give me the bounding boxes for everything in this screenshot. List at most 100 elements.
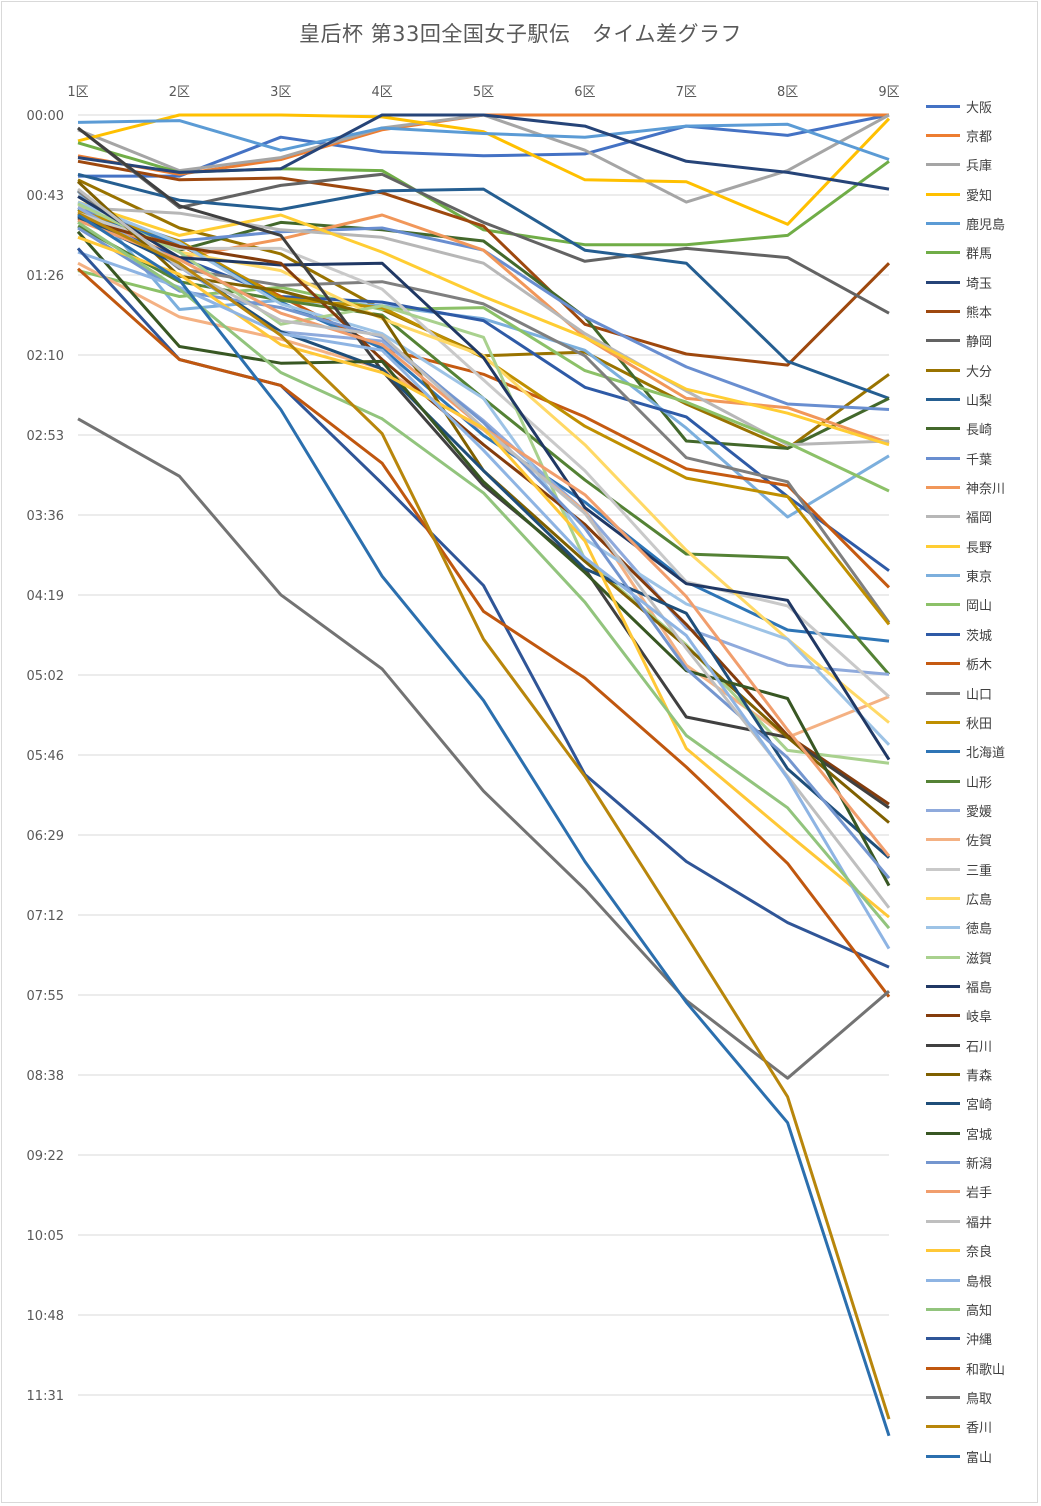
legend-label: 愛媛 bbox=[966, 804, 993, 820]
legend-swatch bbox=[926, 221, 960, 225]
legend-item: 福島 bbox=[926, 977, 992, 997]
legend-swatch bbox=[926, 163, 960, 167]
legend-label: 沖縄 bbox=[966, 1333, 993, 1349]
legend-swatch bbox=[926, 1337, 960, 1341]
series-line bbox=[77, 217, 890, 806]
legend-swatch bbox=[926, 1454, 960, 1458]
legend-label: 和歌山 bbox=[966, 1362, 1006, 1378]
legend-item: 高知 bbox=[926, 1299, 992, 1319]
series-line bbox=[77, 119, 890, 161]
legend-swatch bbox=[926, 662, 960, 666]
series-line bbox=[77, 235, 890, 919]
series-line bbox=[77, 213, 891, 1437]
y-tick-label: 10:48 bbox=[27, 1309, 64, 1324]
legend-item: 岡山 bbox=[926, 595, 992, 615]
legend-item: 石川 bbox=[926, 1035, 992, 1055]
legend-item: 佐賀 bbox=[926, 830, 992, 850]
legend-swatch bbox=[926, 1043, 960, 1047]
legend-label: 熊本 bbox=[966, 305, 993, 321]
series-line bbox=[77, 189, 891, 624]
legend-swatch bbox=[926, 632, 960, 636]
legend-swatch bbox=[926, 691, 960, 695]
y-tick-label: 00:43 bbox=[27, 189, 64, 204]
legend-item: 群馬 bbox=[926, 243, 992, 263]
legend-item: 栃木 bbox=[926, 654, 992, 674]
x-tick-label: 4区 bbox=[371, 85, 392, 100]
legend-swatch bbox=[926, 720, 960, 724]
x-tick-label: 3区 bbox=[270, 85, 291, 100]
legend-swatch bbox=[926, 808, 960, 812]
legend-label: 埼玉 bbox=[966, 276, 993, 292]
legend-label: 香川 bbox=[966, 1421, 993, 1437]
legend-label: 京都 bbox=[966, 129, 993, 145]
series-line bbox=[78, 113, 890, 178]
y-tick-label: 08:38 bbox=[27, 1069, 64, 1084]
y-tick-label: 02:10 bbox=[27, 349, 64, 364]
legend-label: 兵庫 bbox=[966, 159, 993, 175]
legend-label: 島根 bbox=[966, 1274, 993, 1290]
legend-swatch bbox=[926, 280, 960, 284]
series-line bbox=[77, 215, 890, 572]
legend-item: 山梨 bbox=[926, 390, 992, 410]
series-line bbox=[77, 226, 891, 880]
legend-swatch bbox=[926, 838, 960, 842]
legend-item: 福岡 bbox=[926, 507, 992, 527]
legend-swatch bbox=[926, 133, 960, 137]
x-tick-label: 1区 bbox=[67, 85, 88, 100]
legend-item: 静岡 bbox=[926, 331, 992, 351]
legend-label: 大阪 bbox=[966, 100, 993, 116]
legend-item: 岐阜 bbox=[926, 1006, 992, 1026]
legend-item: 埼玉 bbox=[926, 272, 992, 292]
legend-label: 茨城 bbox=[966, 628, 993, 644]
legend-label: 神奈川 bbox=[966, 482, 1006, 498]
legend-item: 長野 bbox=[926, 536, 992, 556]
legend-item: 秋田 bbox=[926, 712, 992, 732]
legend-swatch bbox=[926, 104, 960, 108]
legend-swatch bbox=[926, 1190, 960, 1194]
legend-label: 岩手 bbox=[966, 1186, 993, 1202]
legend-item: 北海道 bbox=[926, 742, 1005, 762]
legend-item: 愛知 bbox=[926, 184, 992, 204]
series-line bbox=[77, 113, 890, 191]
legend-swatch bbox=[926, 544, 960, 548]
legend-swatch bbox=[926, 955, 960, 959]
legend-label: 山口 bbox=[966, 687, 993, 703]
legend-item: 島根 bbox=[926, 1270, 992, 1290]
x-tick-label: 8区 bbox=[777, 85, 798, 100]
legend-swatch bbox=[926, 574, 960, 578]
legend-swatch bbox=[926, 1249, 960, 1253]
series-line bbox=[76, 267, 891, 998]
y-tick-label: 10:05 bbox=[27, 1229, 64, 1244]
legend-label: 宮崎 bbox=[966, 1098, 993, 1114]
legend-swatch bbox=[926, 486, 960, 490]
legend-label: 鳥取 bbox=[966, 1391, 993, 1407]
series-line bbox=[77, 200, 891, 746]
legend-swatch bbox=[926, 515, 960, 519]
legend-item: 広島 bbox=[926, 888, 992, 908]
legend-label: 高知 bbox=[966, 1303, 993, 1319]
legend-item: 福井 bbox=[926, 1211, 992, 1231]
legend-label: 東京 bbox=[966, 570, 993, 586]
legend-label: 群馬 bbox=[966, 247, 993, 263]
series-line bbox=[77, 159, 891, 367]
legend-label: 佐賀 bbox=[966, 834, 993, 850]
legend-label: 石川 bbox=[966, 1039, 993, 1055]
legend-swatch bbox=[926, 985, 960, 988]
legend-label: 福島 bbox=[966, 981, 993, 996]
legend-item: 香川 bbox=[926, 1417, 992, 1437]
legend-label: 富山 bbox=[966, 1450, 993, 1466]
legend-swatch bbox=[926, 603, 960, 607]
legend-label: 山梨 bbox=[966, 394, 993, 409]
legend-swatch bbox=[926, 309, 960, 313]
legend-item: 神奈川 bbox=[926, 478, 1005, 498]
y-tick-label: 02:53 bbox=[27, 429, 64, 444]
legend-label: 岐阜 bbox=[966, 1010, 993, 1026]
series-line bbox=[77, 113, 891, 226]
legend-swatch bbox=[926, 192, 960, 196]
series-line bbox=[77, 200, 890, 447]
legend-item: 沖縄 bbox=[926, 1329, 992, 1349]
legend-swatch bbox=[926, 1219, 960, 1223]
series-line bbox=[77, 208, 890, 450]
legend-item: 和歌山 bbox=[926, 1358, 1005, 1378]
legend-label: 山形 bbox=[966, 775, 993, 791]
